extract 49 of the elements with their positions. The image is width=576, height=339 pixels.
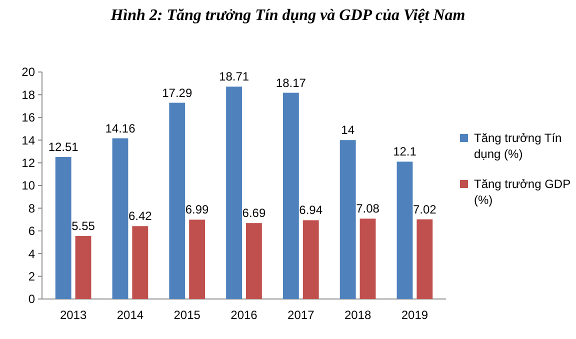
- y-tick-label: 18: [22, 88, 36, 102]
- bar: [75, 236, 92, 299]
- data-label: 12.51: [48, 140, 79, 154]
- data-label: 12.1: [393, 144, 417, 159]
- y-tick-label: 10: [22, 178, 36, 193]
- x-tick-label: 2014: [116, 308, 144, 322]
- legend-label: Tăng trưởng GDP (%): [474, 177, 571, 207]
- y-tick-label: 14: [22, 133, 36, 148]
- data-label: 7.08: [356, 202, 380, 216]
- data-label: 6.69: [242, 206, 266, 220]
- x-tick-label: 2017: [288, 308, 315, 322]
- x-tick-label: 2016: [230, 308, 258, 322]
- y-tick-label: 12: [22, 156, 36, 170]
- y-tick-label: 6: [28, 224, 36, 238]
- bar: [396, 162, 413, 299]
- data-label: 18.17: [276, 76, 306, 90]
- data-label: 6.42: [128, 209, 152, 224]
- bar: [55, 157, 72, 299]
- bar: [112, 138, 128, 299]
- bar: [302, 220, 319, 299]
- y-tick-label: 20: [22, 65, 36, 80]
- bar: [169, 102, 186, 299]
- data-label: 14: [341, 123, 355, 138]
- x-tick-label: 2019: [401, 308, 428, 322]
- bar: [416, 219, 433, 299]
- y-tick-label: 4: [28, 246, 36, 261]
- bar: [360, 218, 376, 299]
- data-label: 6.99: [185, 202, 210, 217]
- y-tick-label: 16: [22, 110, 36, 125]
- legend-label: Tăng trưởng Tín dụng (%): [474, 131, 562, 161]
- x-tick-label: 2015: [174, 308, 201, 322]
- y-tick-label: 2: [28, 270, 36, 284]
- y-tick-label: 0: [28, 292, 36, 306]
- chart-title: Hình 2: Tăng trưởng Tín dụng và GDP của Việt Nam: [110, 7, 466, 24]
- bar: [189, 220, 206, 299]
- x-tick-label: 2013: [60, 308, 87, 322]
- data-label: 7.02: [412, 202, 437, 216]
- data-label: 14.16: [105, 121, 136, 136]
- bar: [132, 226, 148, 299]
- bar: [282, 92, 299, 299]
- data-label: 18.71: [219, 70, 250, 84]
- bar: [340, 140, 356, 299]
- x-tick-label: 2018: [344, 308, 372, 322]
- data-label: 17.29: [162, 86, 192, 100]
- data-label: 6.94: [299, 203, 323, 218]
- bar: [226, 86, 242, 299]
- bar: [246, 223, 262, 299]
- y-tick-label: 8: [28, 201, 36, 216]
- data-label: 5.55: [72, 219, 96, 234]
